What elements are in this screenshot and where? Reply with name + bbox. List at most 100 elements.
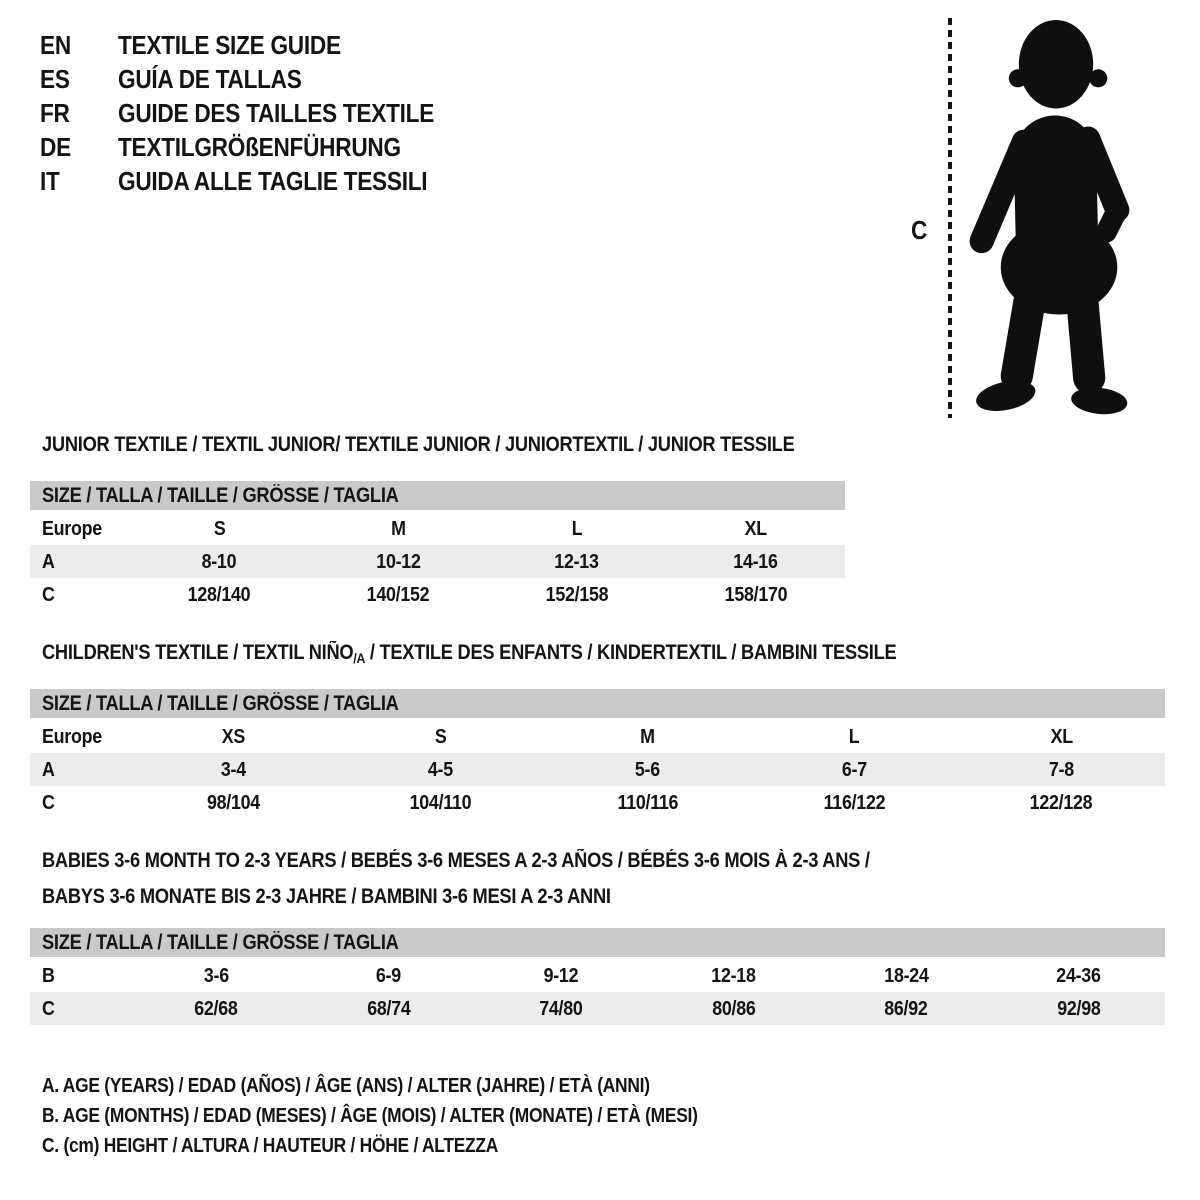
children-heading-part1: CHILDREN'S TEXTILE / TEXTIL NIÑO [42, 641, 354, 664]
legend-line-c-text: C. (cm) HEIGHT / ALTURA / HAUTEUR / HÖHE… [42, 1135, 499, 1157]
row-label: C [42, 790, 55, 814]
size-cell: 116/122 [823, 790, 886, 814]
babies-heading-line1-text: BABIES 3-6 MONTH TO 2-3 YEARS / BEBÉS 3-… [42, 849, 870, 872]
language-title: GUIDE DES TAILLES TEXTILE [118, 97, 435, 128]
size-cell: 12-13 [554, 549, 600, 573]
junior-size-table: SIZE / TALLA / TAILLE / GRÖSSE / TAGLIA … [30, 481, 845, 611]
language-row-es: ES GUÍA DE TALLAS [40, 62, 481, 96]
children-size-table: SIZE / TALLA / TAILLE / GRÖSSE / TAGLIA … [30, 689, 1165, 819]
size-header-label: SIZE / TALLA / TAILLE / GRÖSSE / TAGLIA [42, 691, 399, 715]
size-cell: S [434, 724, 447, 748]
language-code: EN [40, 29, 71, 60]
size-cell: 4-5 [427, 757, 453, 781]
table-row: Europe XS S M L XL [30, 720, 1165, 753]
row-label: Europe [42, 516, 102, 540]
row-label: A [42, 549, 55, 573]
size-cell: 68/74 [367, 996, 411, 1020]
size-cell: XS [221, 724, 246, 748]
size-header-bar: SIZE / TALLA / TAILLE / GRÖSSE / TAGLIA [30, 689, 1165, 718]
size-cell: 6-9 [376, 963, 402, 987]
legend-line-b-text: B. AGE (MONTHS) / EDAD (MESES) / ÂGE (MO… [42, 1105, 698, 1127]
legend-line-a-text: A. AGE (YEARS) / EDAD (AÑOS) / ÂGE (ANS)… [42, 1075, 650, 1097]
babies-section-heading-line2: BABYS 3-6 MONATE BIS 2-3 JAHRE / BAMBINI… [42, 885, 696, 909]
language-title: GUIDA ALLE TAGLIE TESSILI [118, 165, 428, 196]
size-cell: L [849, 724, 860, 748]
size-cell: 3-4 [220, 757, 246, 781]
table-row: A 3-4 4-5 5-6 6-7 7-8 [30, 753, 1165, 786]
size-header-label: SIZE / TALLA / TAILLE / GRÖSSE / TAGLIA [42, 930, 399, 954]
size-cell: 104/110 [409, 790, 472, 814]
size-cell: 80/86 [712, 996, 756, 1020]
size-cell: S [213, 516, 226, 540]
children-heading-sub: /A [353, 650, 366, 666]
size-cell: 158/170 [724, 582, 787, 606]
legend-line-b: B. AGE (MONTHS) / EDAD (MESES) / ÂGE (MO… [42, 1105, 796, 1128]
size-cell: 74/80 [539, 996, 584, 1020]
size-cell: 10-12 [375, 549, 421, 573]
size-header-bar: SIZE / TALLA / TAILLE / GRÖSSE / TAGLIA [30, 481, 845, 510]
language-row-fr: FR GUIDE DES TAILLES TEXTILE [40, 96, 481, 130]
junior-heading-text: JUNIOR TEXTILE / TEXTIL JUNIOR/ TEXTILE … [42, 433, 795, 456]
size-cell: 14-16 [733, 549, 778, 573]
size-cell: XL [1050, 724, 1073, 748]
size-cell: 86/92 [884, 996, 929, 1020]
size-cell: 6-7 [841, 757, 867, 781]
size-cell: L [571, 516, 583, 540]
height-dashed-line [948, 18, 952, 418]
size-cell: XL [744, 516, 767, 540]
row-label: C [42, 582, 55, 606]
size-cell: 9-12 [543, 963, 579, 987]
size-cell: 92/98 [1057, 996, 1101, 1020]
language-row-it: IT GUIDA ALLE TAGLIE TESSILI [40, 164, 481, 198]
babies-size-table: SIZE / TALLA / TAILLE / GRÖSSE / TAGLIA … [30, 928, 1165, 1025]
size-cell: 18-24 [884, 963, 929, 987]
size-cell: 7-8 [1048, 757, 1074, 781]
table-row: C 62/68 68/74 74/80 80/86 86/92 92/98 [30, 992, 1165, 1025]
babies-section-heading-line1: BABIES 3-6 MONTH TO 2-3 YEARS / BEBÉS 3-… [42, 849, 993, 873]
size-cell: 152/158 [545, 582, 609, 606]
size-cell: 3-6 [203, 963, 229, 987]
size-cell: 5-6 [634, 757, 660, 781]
children-heading-part2: / TEXTILE DES ENFANTS / KINDERTEXTIL / B… [365, 641, 897, 664]
toddler-silhouette-icon [969, 20, 1130, 415]
language-row-en: EN TEXTILE SIZE GUIDE [40, 28, 481, 62]
size-cell: 122/128 [1030, 790, 1093, 814]
language-code: ES [40, 63, 70, 94]
size-header-bar: SIZE / TALLA / TAILLE / GRÖSSE / TAGLIA [30, 928, 1165, 957]
babies-heading-line2-text: BABYS 3-6 MONATE BIS 2-3 JAHRE / BAMBINI… [42, 885, 611, 908]
size-cell: 8-10 [202, 549, 237, 573]
row-label: Europe [42, 724, 102, 748]
junior-section-heading: JUNIOR TEXTILE / TEXTIL JUNIOR/ TEXTILE … [42, 433, 907, 457]
language-title: TEXTILE SIZE GUIDE [118, 29, 341, 60]
size-cell: M [390, 516, 406, 540]
size-header-label: SIZE / TALLA / TAILLE / GRÖSSE / TAGLIA [42, 483, 399, 507]
language-code: IT [40, 165, 60, 196]
row-label: C [42, 996, 55, 1020]
size-cell: 62/68 [194, 996, 239, 1020]
language-title-list: EN TEXTILE SIZE GUIDE ES GUÍA DE TALLAS … [40, 28, 481, 198]
language-code: DE [40, 131, 71, 162]
size-cell: 128/140 [188, 582, 251, 606]
size-cell: M [640, 724, 655, 748]
size-cell: 110/116 [617, 790, 678, 814]
size-cell: 24-36 [1056, 963, 1102, 987]
table-row: Europe S M L XL [30, 512, 845, 545]
legend-line-a: A. AGE (YEARS) / EDAD (AÑOS) / ÂGE (ANS)… [42, 1075, 741, 1098]
children-section-heading: CHILDREN'S TEXTILE / TEXTIL NIÑO/A / TEX… [42, 641, 1024, 666]
size-cell: 12-18 [711, 963, 757, 987]
height-label-c: C [911, 215, 928, 245]
table-row: C 128/140 140/152 152/158 158/170 [30, 578, 845, 611]
table-row: B 3-6 6-9 9-12 12-18 18-24 24-36 [30, 959, 1165, 992]
size-cell: 140/152 [366, 582, 430, 606]
legend-line-c: C. (cm) HEIGHT / ALTURA / HAUTEUR / HÖHE… [42, 1135, 566, 1158]
language-title: GUÍA DE TALLAS [118, 63, 302, 94]
height-measure-figure: C [905, 10, 1175, 424]
table-row: A 8-10 10-12 12-13 14-16 [30, 545, 845, 578]
size-cell: 98/104 [207, 790, 260, 814]
language-row-de: DE TEXTILGRÖßENFÜHRUNG [40, 130, 481, 164]
row-label: A [42, 757, 55, 781]
children-heading-text: CHILDREN'S TEXTILE / TEXTIL NIÑO/A / TEX… [42, 641, 897, 666]
table-row: C 98/104 104/110 110/116 116/122 122/128 [30, 786, 1165, 819]
row-label: B [42, 963, 55, 987]
language-code: FR [40, 97, 70, 128]
